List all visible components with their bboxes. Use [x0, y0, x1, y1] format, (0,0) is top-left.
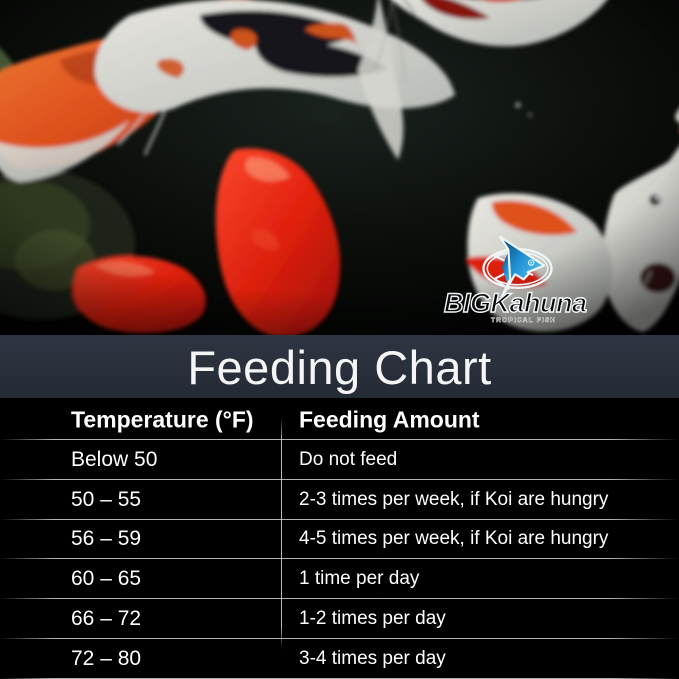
- svg-text:BIGKahuna: BIGKahuna: [444, 288, 587, 318]
- svg-text:TROPICAL FISH: TROPICAL FISH: [491, 317, 556, 324]
